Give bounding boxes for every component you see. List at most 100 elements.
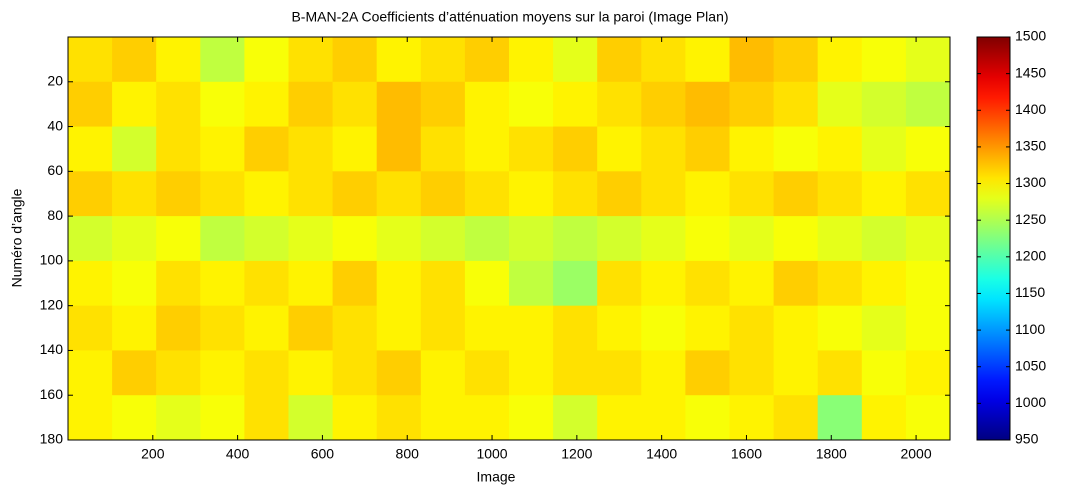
heatmap-cell	[685, 171, 730, 217]
heatmap-cell	[332, 395, 378, 441]
heatmap-cell	[112, 350, 157, 396]
heatmap-cell	[376, 305, 422, 351]
colorbar-tick-label: 1350	[1015, 138, 1046, 154]
heatmap-cell	[332, 350, 378, 396]
heatmap-cell	[420, 171, 466, 217]
heatmap-cell	[68, 126, 113, 172]
heatmap-cell	[68, 37, 113, 83]
heatmap-cell	[156, 81, 201, 128]
heatmap-cell	[553, 305, 598, 351]
heatmap-cell	[641, 305, 686, 351]
heatmap-cell	[68, 395, 113, 441]
heatmap-cell	[817, 305, 863, 351]
heatmap-cell	[244, 81, 289, 128]
heatmap-cell	[332, 171, 378, 217]
heatmap-cell	[553, 350, 598, 396]
colorbar-tick-label: 1000	[1015, 394, 1046, 410]
colorbar	[976, 36, 1011, 441]
x-tick-label: 1200	[561, 446, 592, 462]
heatmap-cell	[156, 171, 201, 217]
heatmap-cell	[773, 305, 819, 351]
heatmap-cell	[685, 216, 730, 262]
heatmap-cell	[244, 216, 289, 262]
heatmap-cell	[200, 81, 245, 128]
x-tick-label: 200	[141, 446, 165, 462]
heatmap-cell	[729, 216, 775, 262]
heatmap-cell	[905, 126, 951, 172]
heatmap-cell	[200, 126, 245, 172]
x-tick-label: 600	[311, 446, 335, 462]
heatmap-cell	[729, 305, 775, 351]
heatmap-cell	[641, 171, 686, 217]
heatmap-cell	[200, 171, 245, 217]
heatmap-cell	[509, 395, 554, 441]
heatmap-cell	[332, 126, 378, 172]
heatmap-cell	[641, 216, 686, 262]
colorbar-tick-label: 1250	[1015, 211, 1046, 227]
heatmap-cell	[464, 260, 510, 307]
heatmap-cell	[288, 37, 334, 83]
heatmap-cell	[112, 216, 157, 262]
heatmap-cell	[641, 81, 686, 128]
heatmap-cell	[244, 126, 289, 172]
heatmap-cell	[553, 126, 598, 172]
heatmap-cell	[420, 260, 466, 307]
heatmap-cell	[773, 171, 819, 217]
heatmap-cell	[288, 126, 334, 172]
heatmap-cell	[200, 260, 245, 307]
heatmap-cell	[464, 171, 510, 217]
x-tick-label: 1000	[476, 446, 507, 462]
heatmap-cell	[376, 350, 422, 396]
heatmap-cell	[464, 350, 510, 396]
y-tick-label: 60	[47, 162, 63, 178]
heatmap-cell	[464, 395, 510, 441]
heatmap-cell	[685, 395, 730, 441]
heatmap-cell	[200, 305, 245, 351]
colorbar-tick-label: 1450	[1015, 64, 1046, 80]
heatmap-cell	[68, 350, 113, 396]
heatmap-cell	[905, 395, 951, 441]
heatmap-cell	[641, 350, 686, 396]
heatmap-cell	[288, 305, 334, 351]
heatmap-cell	[641, 37, 686, 83]
heatmap-cell	[729, 350, 775, 396]
heatmap-cell	[553, 395, 598, 441]
colorbar-tick-label: 1150	[1015, 284, 1045, 300]
x-tick-label: 1800	[816, 446, 847, 462]
heatmap-cell	[729, 37, 775, 83]
heatmap-cell	[420, 37, 466, 83]
heatmap-cell	[861, 260, 907, 307]
heatmap-cell	[376, 171, 422, 217]
heatmap-cell	[332, 81, 378, 128]
colorbar-tick-label: 1200	[1015, 248, 1046, 264]
heatmap-cell	[112, 305, 157, 351]
heatmap-cell	[420, 216, 466, 262]
heatmap-cell	[685, 37, 730, 83]
y-tick-label: 40	[47, 117, 63, 133]
x-axis-label: Image	[477, 469, 516, 485]
heatmap-cell	[420, 126, 466, 172]
heatmap-cell	[861, 81, 907, 128]
heatmap-cell	[509, 216, 554, 262]
heatmap-cell	[685, 305, 730, 351]
heatmap-cell	[597, 350, 642, 396]
heatmap-cell	[112, 81, 157, 128]
heatmap-cell	[817, 350, 863, 396]
heatmap-cell	[200, 37, 245, 83]
colorbar-tick-label: 1050	[1015, 357, 1046, 373]
heatmap-cell	[905, 216, 951, 262]
heatmap-cell	[464, 305, 510, 351]
heatmap-cell	[244, 395, 289, 441]
colorbar-tick-label: 950	[1015, 431, 1039, 447]
heatmap-cell	[861, 171, 907, 217]
x-tick-label: 400	[226, 446, 250, 462]
heatmap-cell	[597, 126, 642, 172]
heatmap-cell	[861, 395, 907, 441]
heatmap-cell	[509, 37, 554, 83]
heatmap-cell	[597, 395, 642, 441]
heatmap-cell	[420, 395, 466, 441]
heatmap-cell	[817, 216, 863, 262]
heatmap-cell	[641, 126, 686, 172]
heatmap-cell	[112, 126, 157, 172]
heatmap-cell	[332, 305, 378, 351]
